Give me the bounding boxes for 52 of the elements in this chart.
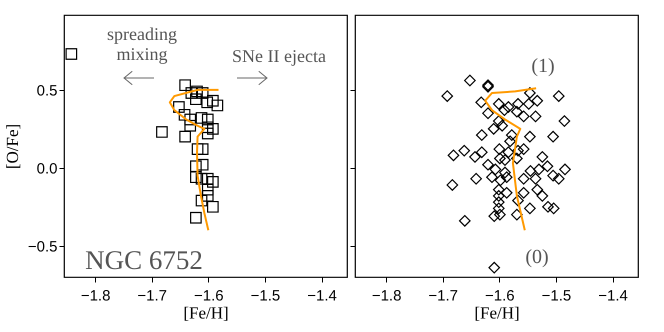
- point: [191, 86, 203, 98]
- point: [190, 93, 202, 106]
- point: [202, 184, 214, 196]
- point: [179, 79, 191, 92]
- point: [201, 96, 214, 108]
- x-tick-label: −1.6: [485, 288, 515, 304]
- point: [192, 143, 204, 155]
- y-tick-label: 0.5: [36, 82, 58, 100]
- point: [179, 130, 191, 142]
- point: [202, 190, 214, 202]
- point: [202, 128, 214, 140]
- point: [190, 160, 202, 172]
- x-tick-label: −1.8: [372, 288, 402, 304]
- point: [207, 123, 219, 135]
- x-tick-label: −1.4: [307, 288, 337, 304]
- point: [202, 114, 214, 126]
- annotation: (1): [531, 55, 555, 77]
- annotation: SNe II ejecta: [232, 46, 326, 66]
- point: [207, 94, 219, 107]
- y-axis-title: [O/Fe]: [2, 124, 22, 170]
- x-tick-label: −1.8: [80, 288, 110, 304]
- y-tick-label: 0.0: [36, 160, 58, 178]
- point: [184, 114, 196, 126]
- x-axis-title: [Fe/H]: [183, 304, 229, 322]
- point: [190, 212, 202, 224]
- annotation: (0): [525, 246, 549, 268]
- point: [207, 200, 219, 213]
- x-tick-label: −1.7: [137, 288, 168, 304]
- point: [66, 48, 78, 60]
- annotation: spreading mixing: [107, 24, 177, 64]
- point: [196, 172, 208, 185]
- point: [196, 194, 208, 206]
- x-tick-label: −1.4: [598, 288, 628, 304]
- point: [212, 100, 224, 112]
- point: [156, 126, 168, 138]
- point: [202, 172, 214, 185]
- point: [173, 101, 185, 113]
- x-tick-label: −1.6: [194, 288, 224, 304]
- point: [184, 120, 196, 132]
- point: [186, 87, 198, 99]
- point: [196, 87, 209, 99]
- y-tick-label: −0.5: [28, 238, 58, 256]
- point: [178, 108, 190, 121]
- x-tick-label: −1.5: [542, 288, 572, 304]
- point: [207, 176, 219, 188]
- point: [190, 171, 202, 184]
- point: [202, 121, 214, 134]
- point: [196, 112, 208, 124]
- x-tick-label: −1.5: [250, 288, 280, 304]
- annotation: NGC 6752: [85, 245, 203, 275]
- x-tick-label: −1.7: [428, 288, 458, 304]
- x-axis-title: [Fe/H]: [474, 304, 520, 322]
